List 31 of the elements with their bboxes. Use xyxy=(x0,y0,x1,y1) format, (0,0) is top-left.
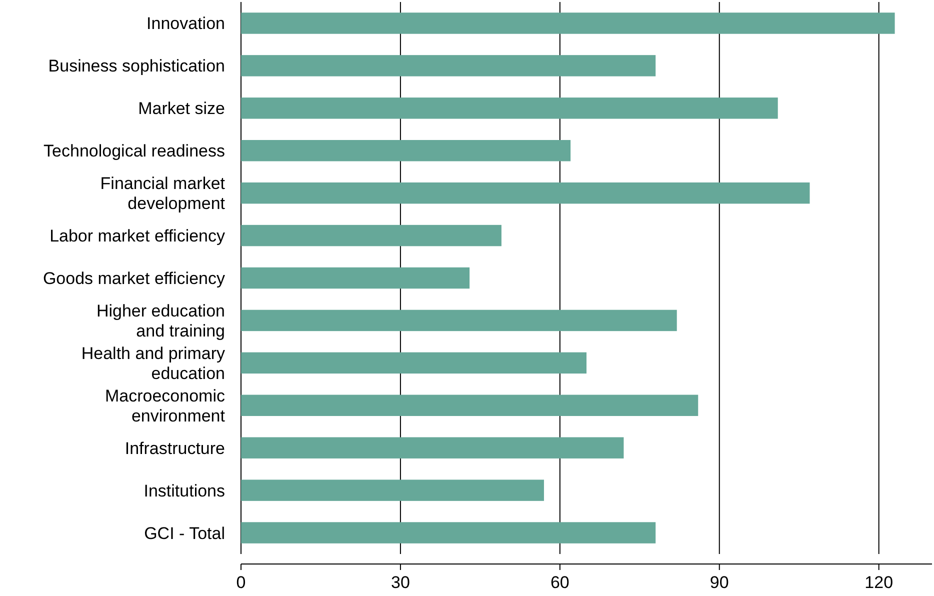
bar xyxy=(241,310,677,332)
bar xyxy=(241,98,778,119)
bar xyxy=(241,394,698,416)
y-tick-label: Financial market development xyxy=(100,174,226,213)
bar xyxy=(241,182,810,204)
bar xyxy=(241,352,586,374)
x-tick-label: 0 xyxy=(236,573,246,592)
y-tick-label: Macroeconomic environment xyxy=(105,386,226,425)
x-tick-label: 90 xyxy=(710,573,729,592)
y-tick-label: Business sophistication xyxy=(48,56,225,76)
bar xyxy=(241,12,895,34)
y-tick-label: Technological readiness xyxy=(44,141,225,160)
bar xyxy=(241,480,544,501)
bar xyxy=(241,224,502,246)
y-tick-label: Goods market efficiency xyxy=(42,268,226,288)
y-tick-label: Infrastructure xyxy=(124,438,225,458)
y-tick-label: GCI - Total xyxy=(144,523,225,542)
y-tick-label: Higher education and training xyxy=(96,300,225,340)
bar xyxy=(241,522,656,544)
bar xyxy=(241,267,470,289)
y-tick-label: Market size xyxy=(138,98,225,118)
y-tick-label: Innovation xyxy=(146,14,225,33)
x-tick-label: 120 xyxy=(864,573,894,592)
bar xyxy=(241,437,624,458)
y-tick-label: Health and primary education xyxy=(81,343,226,382)
bar xyxy=(241,55,656,76)
x-tick-label: 30 xyxy=(391,573,410,592)
y-tick-label: Institutions xyxy=(144,480,225,500)
x-tick-label: 60 xyxy=(550,573,570,592)
bar xyxy=(241,140,571,162)
y-tick-label: Labor market efficiency xyxy=(50,226,226,246)
